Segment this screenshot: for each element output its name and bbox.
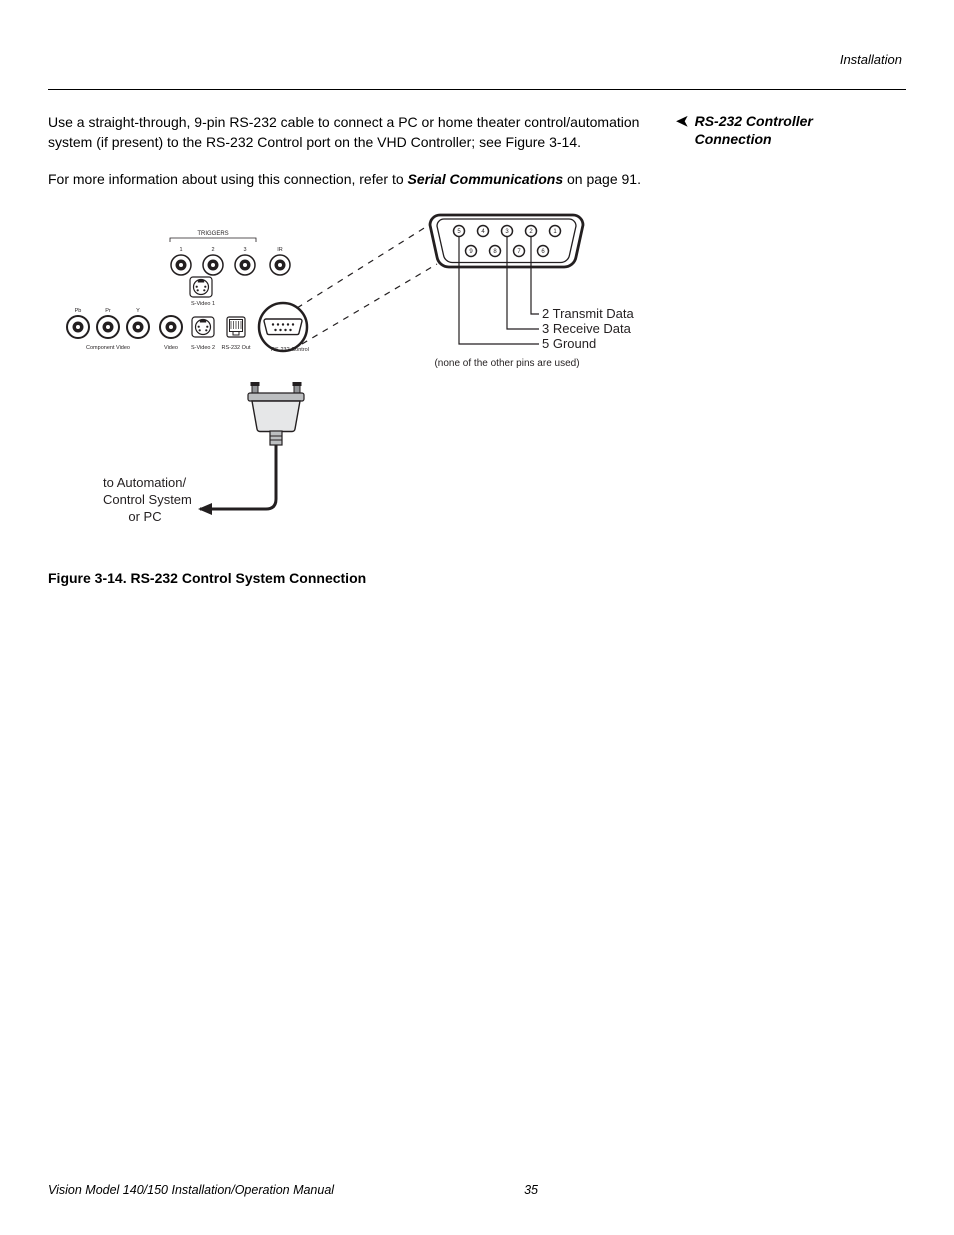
svg-text:3: 3 <box>243 247 246 253</box>
rca-y <box>127 316 149 338</box>
content-row: Use a straight-through, 9-pin RS-232 cab… <box>48 112 906 588</box>
svg-text:or PC: or PC <box>128 509 161 524</box>
page-number: 35 <box>524 1183 538 1197</box>
margin-heading: ➤ RS-232 Controller Connection <box>676 112 866 588</box>
paragraph-2: For more information about using this co… <box>48 169 648 189</box>
svg-text:Pr: Pr <box>105 308 111 314</box>
trigger-jack-1 <box>171 255 191 275</box>
svideo2-port <box>192 317 214 337</box>
zoom-line-top <box>297 220 437 308</box>
dest-label: to Automation/ Control System or PC <box>103 475 192 524</box>
svg-text:S-Video 1: S-Video 1 <box>191 301 215 307</box>
svg-text:S-Video 2: S-Video 2 <box>191 345 215 351</box>
rca-pr <box>97 316 119 338</box>
trigger-jack-2 <box>203 255 223 275</box>
pin3-label: 3 Receive Data <box>542 321 632 336</box>
svg-text:RS-232 Control: RS-232 Control <box>271 347 309 353</box>
svg-text:2: 2 <box>211 247 214 253</box>
margin-title-line2: Connection <box>695 131 772 147</box>
body-column: Use a straight-through, 9-pin RS-232 cab… <box>48 112 648 588</box>
svg-text:to Automation/: to Automation/ <box>103 475 186 490</box>
rca-pb <box>67 316 89 338</box>
svg-text:Video: Video <box>164 345 178 351</box>
pin2-label: 2 Transmit Data <box>542 306 635 321</box>
figure-svg: TRIGGERS 1 2 3 IR <box>48 209 678 549</box>
svg-text:1: 1 <box>179 247 182 253</box>
manual-title: Vision Model 140/150 Installation/Operat… <box>48 1183 334 1197</box>
paragraph-1: Use a straight-through, 9-pin RS-232 cab… <box>48 112 648 153</box>
figure-3-14: TRIGGERS 1 2 3 IR <box>48 209 648 589</box>
pins-note: (none of the other pins are used) <box>434 358 579 369</box>
section-name: Installation <box>840 52 902 67</box>
header-rule <box>48 89 906 90</box>
svg-text:Control System: Control System <box>103 492 192 507</box>
svg-text:Pb: Pb <box>75 308 82 314</box>
rca-video <box>160 316 182 338</box>
svg-text:Y: Y <box>136 308 140 314</box>
svg-text:IR: IR <box>277 247 283 253</box>
rs232-control-port <box>259 303 307 351</box>
svg-text:Component Video: Component Video <box>86 345 130 351</box>
margin-arrow-icon: ➤ <box>676 113 689 131</box>
margin-title-line1: RS-232 Controller <box>695 113 813 129</box>
db9-detail: 5 4 3 2 1 9 8 7 6 2 Transmit Da <box>430 215 635 369</box>
triggers-label: TRIGGERS <box>197 231 228 237</box>
page-footer: Vision Model 140/150 Installation/Operat… <box>48 1183 906 1197</box>
ir-jack <box>270 255 290 275</box>
zoom-line-bottom <box>302 264 437 344</box>
svg-text:RS-232 Out: RS-232 Out <box>221 345 251 351</box>
rs232-out-port <box>227 317 245 337</box>
xref-serial-comm: Serial Communications <box>408 171 564 187</box>
trigger-jack-3 <box>235 255 255 275</box>
svideo1-port <box>190 277 212 297</box>
figure-caption: Figure 3-14. RS-232 Control System Conne… <box>48 568 648 588</box>
pin5-label: 5 Ground <box>542 336 596 351</box>
cable-assembly <box>198 382 304 515</box>
